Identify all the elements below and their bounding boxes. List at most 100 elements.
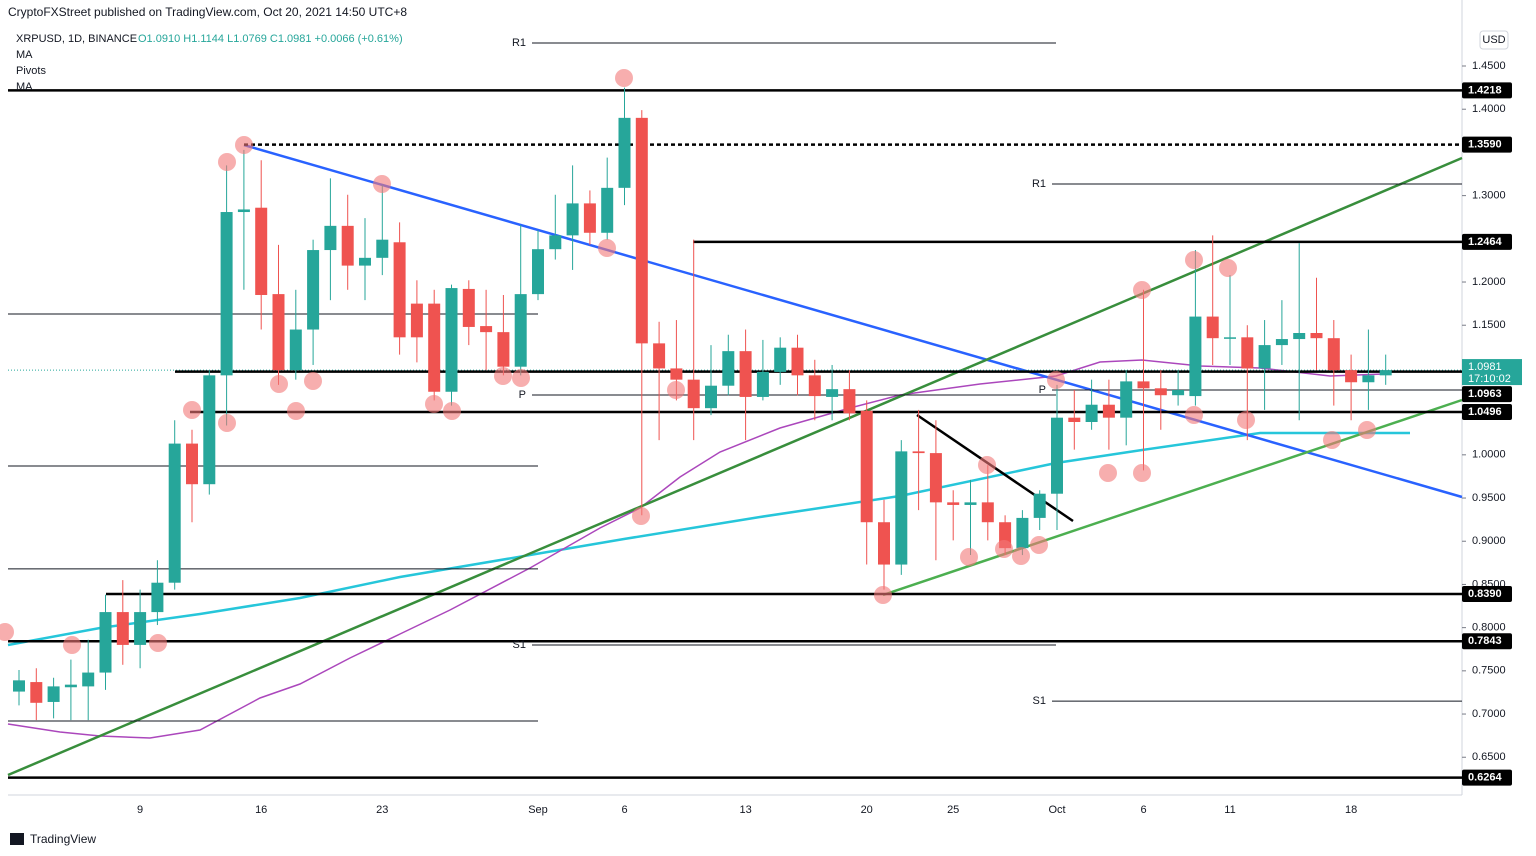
level-box [1462,82,1512,99]
highlight-circle [235,136,253,154]
highlight-circle [425,395,443,413]
highlight-circle [183,401,201,419]
candle-body [359,257,371,266]
highlight-circle [512,369,530,387]
candle-body [480,326,493,333]
x-tick-label: 11 [1224,804,1235,816]
x-tick-label: 13 [739,804,751,816]
pivot-label: S1 [1033,695,1046,707]
logo: TradingView [30,832,96,846]
highlight-circle [1237,411,1255,429]
highlight-circle [615,69,633,87]
candle-body [1362,375,1375,383]
candle-body [203,375,216,485]
level-label: 0.8390 [1468,588,1502,600]
pivot-label: R1 [512,37,526,49]
candle-body [1310,332,1323,339]
candle-body [64,684,77,688]
candle-body [1154,388,1167,396]
candle-body [635,117,648,344]
currency[interactable]: USD [1482,34,1505,46]
candle-body [1051,417,1063,494]
candle-body [1327,338,1340,371]
level-box [1462,585,1512,602]
candle-body [912,451,925,454]
level-label: 1.2464 [1468,236,1503,248]
x-tick-label: 23 [376,804,388,816]
candle-body [618,117,631,188]
level-box [1462,233,1512,250]
x-tick-label: 6 [621,804,627,816]
candle-body [1189,316,1202,397]
candle-body [1102,404,1115,418]
level-label: 1.0963 [1468,388,1502,400]
candle-body [566,203,579,236]
x-tick-label: 25 [947,804,959,816]
candle-body [1293,332,1306,340]
pivot-label: R1 [1032,178,1046,190]
highlight-circle [1030,536,1048,554]
level-label: 0.7843 [1468,635,1502,647]
trend-line [7,156,1463,777]
logo-icon [10,833,24,845]
candle-body [583,203,596,233]
candle-body [1258,345,1271,369]
x-tick-label: 16 [255,804,267,816]
candle-body [82,672,95,687]
x-tick-label: 20 [861,804,873,816]
candle-body [393,242,406,338]
candle-body [462,288,475,327]
highlight-circle [874,586,892,604]
candle-body [186,443,198,485]
y-tick-label: 0.8000 [1472,622,1506,634]
candle-body [134,612,147,645]
candle-body [1224,337,1236,339]
highlight-circle [1323,431,1341,449]
highlight-circle [1133,281,1151,299]
level-box [1462,403,1512,420]
highlight-circle [304,372,322,390]
candle-body [722,351,735,386]
indicator-label: MA [16,49,33,61]
candle-body [1068,417,1081,422]
highlight-circle [995,540,1013,558]
highlight-circle [598,239,616,257]
highlight-circle [1219,259,1237,277]
candle-body [1206,316,1219,339]
candle-body [895,451,908,565]
y-tick-label: 1.4500 [1472,60,1506,72]
countdown: 17:10:02 [1468,373,1511,385]
highlight-circle [218,414,236,432]
candle-body [756,371,769,397]
candle-body [1085,404,1098,422]
highlight-circle [63,636,81,654]
trend-line [243,143,1463,499]
x-tick-label: 6 [1140,804,1146,816]
highlight-circle [960,548,978,566]
candle-body [1016,517,1029,549]
candle-body [428,303,441,392]
candle-body [878,522,890,565]
x-tick-label: Oct [1048,804,1065,816]
level-box [1462,633,1512,650]
highlight-circle [1012,547,1030,565]
currency-button[interactable] [1479,30,1509,50]
y-tick-label: 1.0000 [1472,449,1506,461]
candle-body [601,187,614,233]
candle-body [289,329,302,371]
candle-body [151,582,164,613]
highlight-circle [632,507,650,525]
moving-average [7,359,1385,739]
candle-body [1379,370,1392,376]
candle-body [13,680,25,692]
highlight-circle [1099,464,1117,482]
candle-body [964,502,977,505]
candle-body [255,207,268,295]
highlight-circle [1185,406,1203,424]
candle-body [307,250,320,330]
x-tick-label: Sep [528,804,548,816]
candle-body [826,389,839,397]
